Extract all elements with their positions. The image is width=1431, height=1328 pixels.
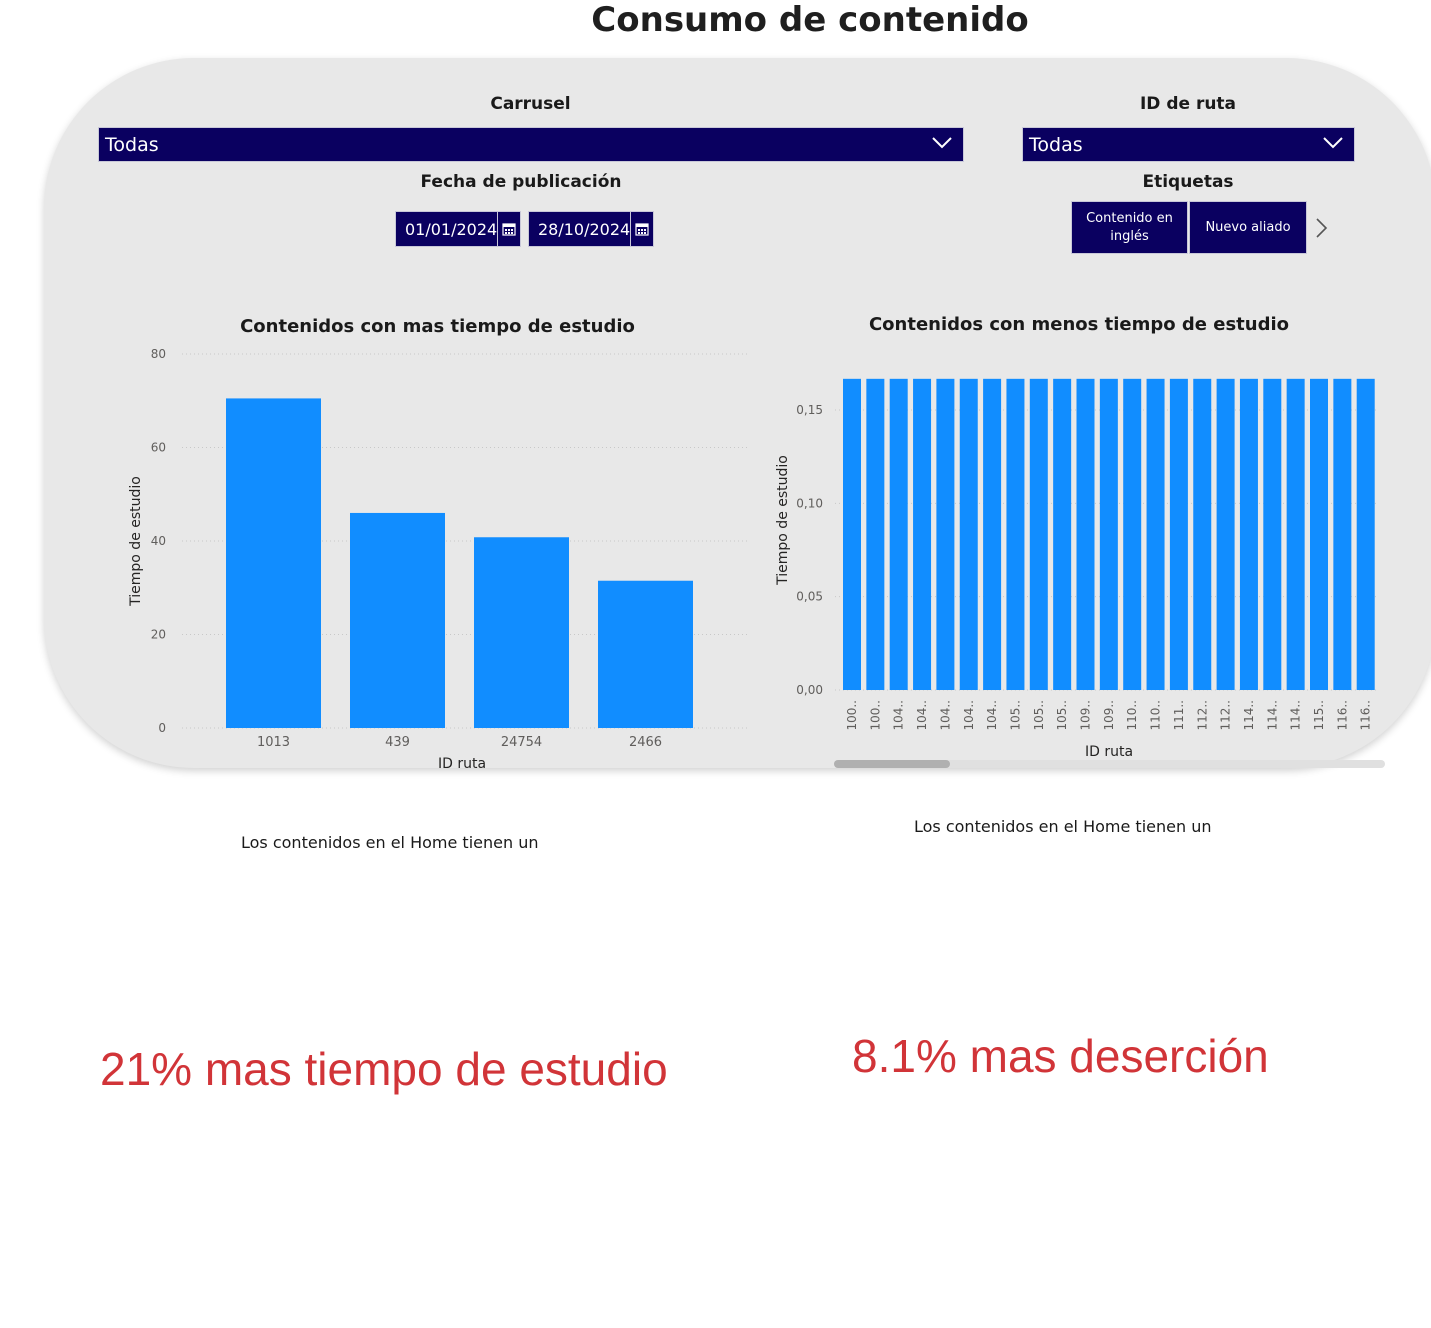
x-tick-label: 105.. bbox=[1008, 700, 1022, 731]
y-axis-label: Tiempo de estudio bbox=[128, 476, 144, 607]
bar bbox=[598, 580, 693, 728]
carrusel-dropdown[interactable]: Todas bbox=[98, 127, 964, 162]
x-axis-label: ID ruta bbox=[438, 756, 486, 772]
x-tick-label: 114.. bbox=[1265, 700, 1279, 731]
bar bbox=[1286, 378, 1305, 690]
tag-contenido-en-ingles-button[interactable]: Contenido en inglés bbox=[1071, 201, 1188, 254]
id-ruta-dropdown[interactable]: Todas bbox=[1022, 127, 1355, 162]
bar bbox=[983, 378, 1002, 690]
fecha-slicer-title: Fecha de publicación bbox=[420, 172, 622, 192]
bar bbox=[1216, 378, 1235, 690]
tag-nuevo-aliado-button[interactable]: Nuevo aliado bbox=[1189, 201, 1307, 254]
y-tick-label: 0,15 bbox=[796, 403, 823, 417]
x-tick-label: 110.. bbox=[1125, 700, 1139, 731]
bar bbox=[350, 512, 445, 728]
right-highlight-text: 8.1% mas deserción bbox=[852, 1030, 1269, 1082]
x-tick-label: 104.. bbox=[962, 700, 976, 731]
left-bar-chart: 0 20 40 60 80 1013 439 24754 2466 ID ruta Tiempo d… bbox=[128, 347, 748, 772]
bar bbox=[889, 378, 908, 690]
end-date-value: 28/10/2024 bbox=[538, 219, 631, 239]
y-tick-label: 80 bbox=[151, 347, 166, 361]
y-tick-label: 20 bbox=[151, 628, 166, 642]
start-date-value: 01/01/2024 bbox=[405, 219, 498, 239]
x-tick-label: 104.. bbox=[985, 700, 999, 731]
x-tick-label: 116.. bbox=[1359, 700, 1373, 731]
x-tick-label: 104.. bbox=[915, 700, 929, 731]
bar bbox=[1310, 378, 1328, 690]
bar bbox=[1053, 378, 1072, 690]
x-tick-label: 104.. bbox=[938, 700, 952, 731]
x-axis-label: ID ruta bbox=[1085, 744, 1133, 760]
start-date-input[interactable]: 01/01/2024 bbox=[395, 211, 521, 247]
horizontal-scrollbar-thumb[interactable] bbox=[834, 760, 950, 768]
id-ruta-dropdown-value: Todas bbox=[1029, 134, 1083, 156]
calendar-icon[interactable] bbox=[497, 212, 520, 246]
right-bar-chart: 0,00 0,05 0,10 0,15 100.. 100.. 104.. 104.. 104.… bbox=[775, 378, 1377, 760]
x-tick-label: 109.. bbox=[1102, 700, 1116, 731]
etiquetas-slicer-title: Etiquetas bbox=[1142, 172, 1234, 192]
bar bbox=[1239, 378, 1258, 690]
x-tick-label: 24754 bbox=[501, 735, 542, 750]
left-highlight-text: 21% mas tiempo de estudio bbox=[100, 1043, 668, 1095]
y-axis-label: Tiempo de estudio bbox=[775, 455, 791, 586]
id-ruta-slicer-title: ID de ruta bbox=[1139, 94, 1237, 114]
horizontal-scrollbar-track[interactable] bbox=[834, 760, 1385, 768]
y-tick-label: 0 bbox=[158, 721, 166, 735]
bar bbox=[1333, 378, 1352, 690]
end-date-input[interactable]: 28/10/2024 bbox=[528, 211, 654, 247]
bar bbox=[1029, 378, 1048, 690]
x-tick-label: 115.. bbox=[1312, 700, 1326, 731]
calendar-icon[interactable] bbox=[630, 212, 653, 246]
x-tick-label: 112.. bbox=[1195, 700, 1209, 731]
right-chart-title: Contenidos con menos tiempo de estudio bbox=[868, 314, 1290, 335]
y-tick-label: 60 bbox=[151, 441, 166, 455]
x-tick-label: 100.. bbox=[868, 700, 882, 731]
left-note-text: Los contenidos en el Home tienen un bbox=[241, 833, 539, 852]
page-title: Consumo de contenido bbox=[591, 0, 1029, 40]
bar bbox=[843, 378, 861, 690]
chevron-right-icon[interactable] bbox=[1313, 216, 1329, 240]
x-tick-label: 100.. bbox=[845, 700, 859, 731]
bar bbox=[1356, 378, 1375, 690]
x-tick-label: 112.. bbox=[1219, 700, 1233, 731]
y-tick-label: 0,00 bbox=[796, 683, 823, 697]
x-tick-label: 439 bbox=[385, 735, 410, 750]
x-tick-label: 116.. bbox=[1335, 700, 1349, 731]
bar bbox=[1169, 378, 1188, 690]
x-tick-label: 110.. bbox=[1149, 700, 1163, 731]
bar bbox=[474, 537, 569, 728]
y-tick-label: 0,10 bbox=[796, 496, 823, 510]
x-tick-label: 109.. bbox=[1079, 700, 1093, 731]
bar bbox=[866, 378, 885, 690]
y-tick-label: 40 bbox=[151, 534, 166, 548]
bar bbox=[936, 378, 955, 690]
x-tick-label: 114.. bbox=[1242, 700, 1256, 731]
bar bbox=[959, 378, 978, 690]
bar bbox=[1076, 378, 1095, 690]
carrusel-slicer-title: Carrusel bbox=[490, 94, 571, 114]
bar bbox=[913, 378, 932, 690]
bar bbox=[1193, 378, 1212, 690]
left-chart-title: Contenidos con mas tiempo de estudio bbox=[240, 316, 635, 337]
right-note-text: Los contenidos en el Home tienen un bbox=[914, 817, 1212, 836]
x-tick-label: 104.. bbox=[892, 700, 906, 731]
x-tick-label: 1013 bbox=[257, 735, 290, 750]
bar bbox=[1006, 378, 1025, 690]
x-tick-label: 2466 bbox=[629, 735, 662, 750]
bar bbox=[1263, 378, 1282, 690]
bar bbox=[226, 398, 321, 728]
chevron-down-icon bbox=[1323, 137, 1343, 149]
x-tick-label: 111.. bbox=[1172, 700, 1186, 731]
bar bbox=[1146, 378, 1165, 690]
y-tick-label: 0,05 bbox=[796, 590, 823, 604]
bar bbox=[1123, 378, 1142, 690]
x-tick-label: 105.. bbox=[1032, 700, 1046, 731]
bar bbox=[1099, 378, 1118, 690]
x-tick-label: 114.. bbox=[1289, 700, 1303, 731]
chevron-down-icon bbox=[932, 137, 952, 149]
carrusel-dropdown-value: Todas bbox=[105, 134, 159, 156]
x-tick-label: 105.. bbox=[1055, 700, 1069, 731]
